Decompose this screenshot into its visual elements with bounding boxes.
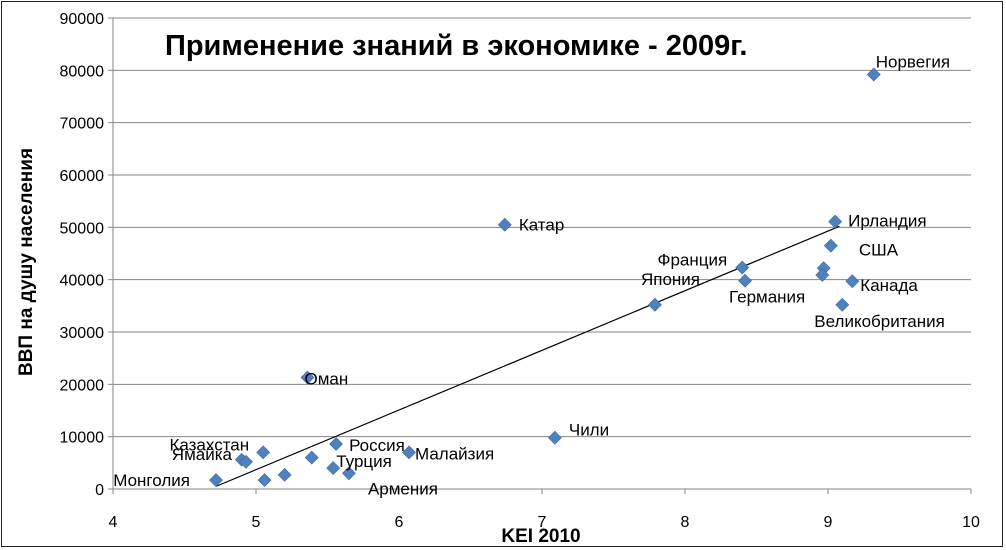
- y-tick-label: 70000: [60, 116, 105, 133]
- point-label: Монголия: [113, 471, 190, 490]
- data-point: [256, 445, 271, 460]
- data-point: [547, 430, 562, 445]
- data-point: [209, 473, 223, 488]
- data-point: [648, 297, 662, 312]
- point-label: Катар: [519, 216, 565, 235]
- y-tick-label: 90000: [60, 11, 105, 28]
- y-tick-label: 60000: [60, 168, 105, 185]
- trendline: [215, 225, 840, 487]
- point-label: Россия: [349, 436, 405, 455]
- data-point: [329, 437, 344, 451]
- y-tick-label: 30000: [60, 325, 105, 342]
- data-point: [342, 466, 356, 481]
- data-point: [738, 273, 752, 288]
- y-tick-label: 0: [95, 482, 104, 499]
- data-point: [257, 473, 272, 488]
- data-point: [304, 450, 319, 465]
- y-tick-label: 10000: [60, 430, 105, 447]
- data-point: [828, 214, 843, 229]
- point-label: Ямайка: [172, 445, 233, 464]
- data-point: [823, 238, 838, 253]
- data-point: [497, 217, 512, 232]
- data-point: [815, 268, 830, 282]
- point-label: Германия: [729, 288, 805, 307]
- point-label: Турция: [336, 452, 392, 471]
- point-label: Казахстан: [169, 435, 249, 454]
- x-tick-label: 5: [252, 514, 261, 531]
- point-labels: Норвегия Ирландия США Канада Великобритания Ф…: [113, 53, 950, 499]
- x-tick-label: 7: [538, 514, 547, 531]
- point-label: Норвегия: [876, 53, 950, 72]
- point-label: США: [859, 241, 899, 260]
- x-tick-labels: 4 5 6 7 8 9 10: [109, 514, 980, 531]
- data-point: [866, 67, 881, 82]
- x-tick-label: 10: [962, 514, 980, 531]
- y-tick-label: 40000: [60, 273, 105, 290]
- y-axis-label: ВВП на душу населения: [16, 148, 37, 376]
- data-point: [239, 454, 253, 469]
- gridlines: [113, 17, 971, 438]
- point-label: Ирландия: [848, 212, 926, 231]
- data-point: [835, 297, 850, 312]
- data-point: [845, 274, 860, 289]
- point-label: Армения: [368, 479, 438, 498]
- y-tick-label: 80000: [60, 63, 105, 80]
- point-label: Чили: [569, 421, 609, 440]
- y-tick-label: 50000: [60, 220, 105, 237]
- y-tick-label: 20000: [60, 377, 105, 394]
- point-label: Япония: [641, 270, 700, 289]
- x-tick-label: 9: [824, 514, 833, 531]
- data-point: [402, 445, 416, 460]
- y-tick-labels: 0 10000 20000 30000 40000 50000 60000 70000 8000…: [60, 11, 105, 499]
- x-tick-label: 4: [109, 514, 118, 531]
- point-label: Малайзия: [415, 444, 494, 463]
- point-label: Великобритания: [814, 312, 945, 331]
- data-point: [735, 260, 750, 275]
- trendline-line: [215, 225, 840, 487]
- x-tick-label: 8: [681, 514, 690, 531]
- point-label: Франция: [658, 251, 728, 270]
- x-tick-label: 6: [395, 514, 404, 531]
- chart-title: Применение знаний в экономике - 2009г.: [165, 30, 747, 62]
- point-label: Канада: [860, 276, 918, 295]
- data-point: [300, 370, 315, 385]
- axes: [108, 17, 972, 494]
- data-point: [326, 461, 341, 475]
- data-points: [209, 67, 881, 488]
- point-label: Оман: [304, 370, 348, 389]
- x-axis-label: KEI 2010: [501, 526, 580, 547]
- data-point: [277, 467, 292, 482]
